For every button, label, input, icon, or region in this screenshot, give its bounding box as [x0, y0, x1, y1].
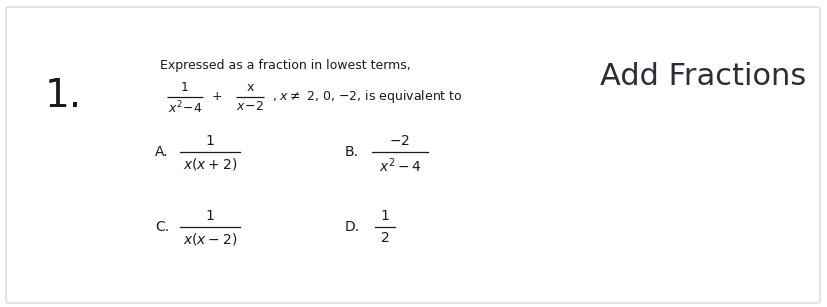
Text: $x^2\!-\!4$: $x^2\!-\!4$ [167, 100, 202, 117]
Text: 1.: 1. [45, 77, 82, 115]
Text: $x(x+2)$: $x(x+2)$ [183, 156, 237, 172]
Text: A.: A. [155, 145, 169, 159]
Text: Expressed as a fraction in lowest terms,: Expressed as a fraction in lowest terms, [160, 59, 410, 72]
Text: 1: 1 [205, 209, 214, 223]
Text: +: + [212, 91, 222, 103]
Text: $x\!-\!2$: $x\!-\!2$ [236, 100, 264, 113]
Text: Add Fractions: Add Fractions [600, 62, 805, 91]
Text: 1: 1 [181, 81, 189, 94]
Text: , $x\neq$ 2, 0, $-$2, is equivalent to: , $x\neq$ 2, 0, $-$2, is equivalent to [272, 88, 462, 106]
FancyBboxPatch shape [6, 7, 819, 303]
Text: $x(x-2)$: $x(x-2)$ [183, 231, 237, 247]
Text: $-2$: $-2$ [389, 134, 410, 148]
Text: $x^2-4$: $x^2-4$ [378, 156, 421, 175]
Text: 1: 1 [380, 209, 389, 223]
Text: B.: B. [345, 145, 359, 159]
Text: D.: D. [345, 220, 360, 234]
Text: 2: 2 [380, 231, 389, 245]
Text: 1: 1 [205, 134, 214, 148]
Text: C.: C. [155, 220, 169, 234]
Text: x: x [246, 81, 253, 94]
